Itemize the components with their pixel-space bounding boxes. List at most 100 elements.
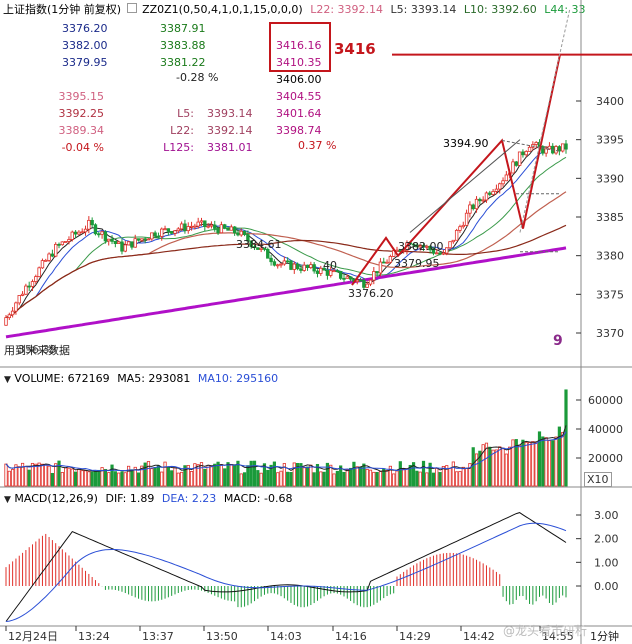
candle-body (368, 279, 373, 285)
candle-body (14, 302, 18, 312)
candle-body (186, 226, 190, 232)
candle-body (312, 264, 316, 272)
mid-label2: 3379.95 (394, 257, 440, 270)
candle-body (345, 276, 350, 279)
volume-bar (478, 450, 482, 487)
info-value: 3401.64 (276, 107, 322, 120)
candle-body (70, 231, 74, 240)
volume-bar (269, 464, 273, 487)
volume-bar (358, 466, 363, 487)
candle-body (454, 229, 459, 241)
period-label[interactable]: 1分钟 (590, 630, 619, 643)
candle-body (375, 271, 379, 274)
volume-bar (60, 472, 64, 487)
dea-line (5, 522, 567, 622)
target-label: 3416 (334, 40, 376, 58)
candle-body (169, 230, 174, 234)
x-tick-label: 14:55 (542, 630, 574, 643)
dif-line (5, 512, 567, 622)
candle-body (57, 243, 61, 246)
candle-body (116, 241, 121, 244)
x-tick-label: 14:03 (270, 630, 302, 643)
volume-bar (150, 468, 154, 487)
volume-bar (481, 444, 485, 487)
candle-body (305, 264, 310, 268)
high-label: 3394.90 (443, 137, 489, 150)
candle-body (232, 226, 237, 234)
candle-body (295, 263, 300, 270)
candle-body (266, 248, 270, 259)
candle-body (498, 183, 502, 190)
candle-body (564, 143, 568, 150)
candle-body (524, 151, 528, 156)
candle-body (143, 238, 147, 241)
candle-body (176, 228, 181, 232)
candle-body (501, 180, 505, 185)
volume-bar (140, 465, 144, 487)
volume-bar (329, 464, 333, 487)
volume-bar (219, 464, 223, 487)
volume-bar (541, 436, 545, 487)
candle-body (179, 223, 184, 230)
macd-value: MACD: -0.68 (223, 492, 293, 505)
candle-body (451, 239, 456, 243)
candle-body (110, 238, 114, 242)
info-pct4: 0.37 % (298, 139, 337, 152)
volume-bar (345, 469, 349, 487)
volume-bar (305, 466, 310, 487)
info-value: 3379.95 (62, 56, 108, 69)
volume-bar (189, 471, 194, 487)
candle-body (279, 263, 283, 266)
candle-body (491, 191, 495, 195)
candle-body (269, 257, 273, 263)
candle-body (206, 225, 210, 228)
candle-body (87, 219, 91, 230)
volume-bar (524, 442, 528, 487)
candle-body (130, 241, 134, 248)
volume-bar (415, 470, 419, 487)
lbl-l125: L125: (163, 141, 194, 154)
x-tick-label: 12月24日 (8, 630, 58, 643)
volume-bar (266, 469, 270, 487)
ma10-line (5, 147, 567, 319)
volume-header: ▼ VOLUME: 672169 MA5: 293081 MA10: 29516… (0, 370, 580, 388)
volume-toggle-icon[interactable]: ▼ (4, 375, 11, 385)
volume-bar (256, 470, 260, 487)
price-tick-label: 3385 (596, 211, 624, 224)
candle-body (478, 198, 482, 202)
volume-bar (286, 471, 290, 487)
candle-body (146, 238, 151, 241)
candle-body (338, 270, 343, 279)
candle-body (348, 276, 353, 280)
volume-bar (355, 466, 359, 487)
candle-body (153, 232, 157, 237)
volume-bar (123, 472, 127, 487)
volume-bar (110, 464, 114, 487)
volume-bar (249, 460, 253, 487)
candle-body (242, 230, 247, 235)
volume-bar (226, 462, 230, 487)
volume-bar (80, 470, 84, 487)
volume-bar (408, 464, 412, 487)
candle-body (219, 224, 224, 234)
candle-body (372, 271, 376, 281)
volume-bar (213, 463, 217, 487)
candle-body (521, 151, 525, 156)
candle-body (140, 238, 144, 241)
volume-bar (30, 462, 35, 487)
candle-body (259, 247, 263, 250)
macd-toggle-icon[interactable]: ▼ (4, 495, 11, 505)
candle-body (511, 161, 515, 174)
candle-body (431, 249, 436, 254)
candle-body (209, 224, 214, 227)
volume-bar (319, 471, 323, 487)
candle-body (435, 252, 439, 255)
volume-bar (170, 470, 174, 487)
volume-bar (40, 463, 45, 487)
volume-bar (312, 472, 316, 487)
volume-ma5: MA5: 293081 (117, 372, 191, 385)
candle-body (226, 227, 230, 231)
indicator-params: ZZ0Z1(0,50,4,1,0,1,15,0,0,0) (142, 3, 303, 16)
candle-body (517, 151, 522, 166)
candle-body (24, 285, 28, 295)
